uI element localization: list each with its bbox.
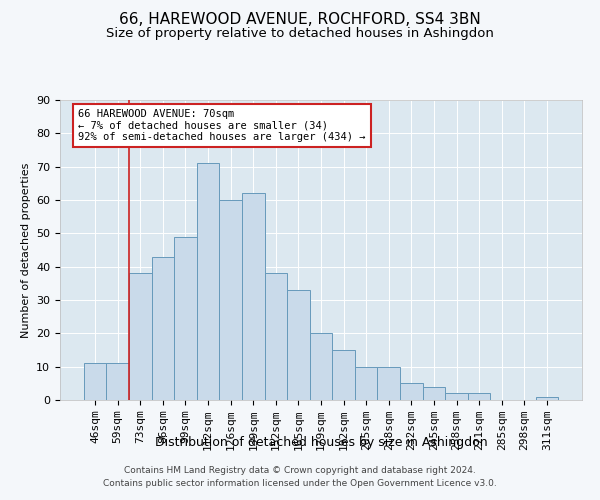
Bar xyxy=(265,274,287,400)
Bar xyxy=(129,274,152,400)
Bar xyxy=(152,256,174,400)
Bar xyxy=(445,394,468,400)
Text: Contains HM Land Registry data © Crown copyright and database right 2024.
Contai: Contains HM Land Registry data © Crown c… xyxy=(103,466,497,487)
Text: 66, HAREWOOD AVENUE, ROCHFORD, SS4 3BN: 66, HAREWOOD AVENUE, ROCHFORD, SS4 3BN xyxy=(119,12,481,28)
Text: 66 HAREWOOD AVENUE: 70sqm
← 7% of detached houses are smaller (34)
92% of semi-d: 66 HAREWOOD AVENUE: 70sqm ← 7% of detach… xyxy=(78,109,366,142)
Bar xyxy=(84,364,106,400)
Text: Distribution of detached houses by size in Ashingdon: Distribution of detached houses by size … xyxy=(155,436,487,449)
Bar xyxy=(332,350,355,400)
Bar xyxy=(220,200,242,400)
Bar xyxy=(197,164,220,400)
Bar xyxy=(174,236,197,400)
Bar xyxy=(287,290,310,400)
Bar xyxy=(377,366,400,400)
Bar xyxy=(468,394,490,400)
Bar xyxy=(400,384,422,400)
Bar xyxy=(355,366,377,400)
Bar xyxy=(242,194,265,400)
Bar xyxy=(106,364,129,400)
Bar xyxy=(310,334,332,400)
Y-axis label: Number of detached properties: Number of detached properties xyxy=(20,162,31,338)
Bar xyxy=(422,386,445,400)
Text: Size of property relative to detached houses in Ashingdon: Size of property relative to detached ho… xyxy=(106,28,494,40)
Bar xyxy=(536,396,558,400)
